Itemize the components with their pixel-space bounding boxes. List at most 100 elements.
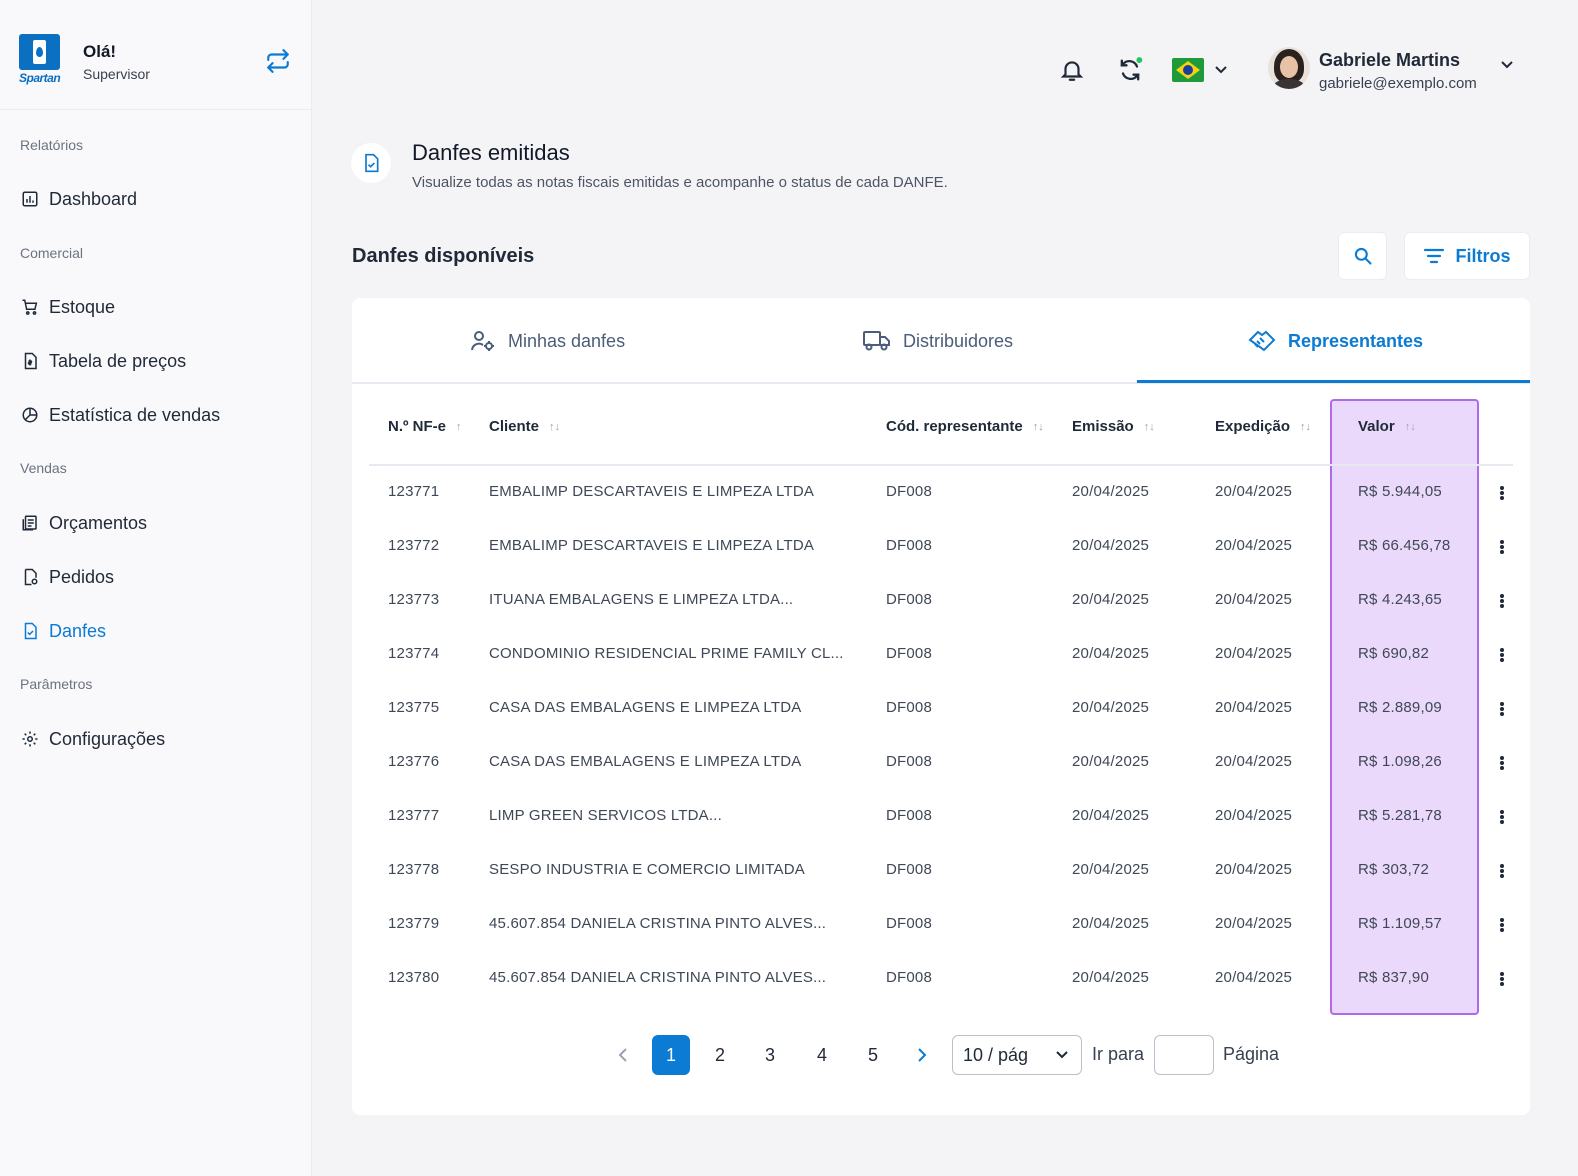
row-menu-icon[interactable]	[1495, 806, 1509, 828]
quotes-icon	[20, 513, 40, 533]
cart-icon	[20, 297, 40, 317]
cell-valor: R$ 690,82	[1358, 645, 1430, 662]
header-emissao[interactable]: Emissão ↑↓	[1072, 418, 1155, 435]
table-row[interactable]: 123779 45.607.854 DANIELA CRISTINA PINTO …	[352, 899, 1530, 953]
cell-nfe: 123777	[388, 807, 440, 824]
header-valor[interactable]: Valor ↑↓	[1358, 418, 1416, 435]
row-menu-icon[interactable]	[1495, 860, 1509, 882]
sidebar-item-dashboard[interactable]: Dashboard	[20, 184, 137, 214]
page-3-button[interactable]: 3	[764, 1044, 775, 1065]
row-menu-icon[interactable]	[1495, 482, 1509, 504]
cell-emissao: 20/04/2025	[1072, 699, 1150, 716]
goto-page-input[interactable]	[1154, 1035, 1214, 1075]
cell-emissao: 20/04/2025	[1072, 969, 1150, 986]
sync-icon[interactable]	[1116, 55, 1144, 85]
row-menu-icon[interactable]	[1495, 698, 1509, 720]
sidebar-item-orcamentos[interactable]: Orçamentos	[20, 508, 147, 538]
sidebar-item-tabela-precos[interactable]: Tabela de preços	[20, 346, 186, 376]
filters-button[interactable]: Filtros	[1404, 232, 1530, 280]
notification-bell-icon[interactable]	[1059, 56, 1085, 84]
header-cod-representante[interactable]: Cód. representante ↑↓	[886, 418, 1044, 435]
sidebar-item-label: Dashboard	[49, 188, 138, 209]
sidebar-item-label: Tabela de preços	[49, 350, 187, 371]
cell-expedicao: 20/04/2025	[1215, 483, 1293, 500]
sidebar-header: Spartan Olá! Supervisor	[0, 0, 311, 110]
cell-emissao: 20/04/2025	[1072, 915, 1150, 932]
tab-representantes[interactable]: Representantes	[1248, 298, 1423, 384]
danfe-page-icon	[351, 143, 391, 183]
sidebar-item-label: Danfes	[49, 620, 107, 641]
header-nfe[interactable]: N.º NF-e ↑	[388, 418, 462, 435]
table-row[interactable]: 123777 LIMP GREEN SERVICOS LTDA... DF008 20…	[352, 791, 1530, 845]
cell-expedicao: 20/04/2025	[1215, 537, 1293, 554]
cell-valor: R$ 5.281,78	[1358, 807, 1442, 824]
cell-expedicao: 20/04/2025	[1215, 861, 1293, 878]
sidebar-item-danfes[interactable]: Danfes	[20, 616, 106, 646]
cell-expedicao: 20/04/2025	[1215, 699, 1293, 716]
sidebar-item-estoque[interactable]: Estoque	[20, 292, 115, 322]
cell-nfe: 123775	[388, 699, 440, 716]
table-row[interactable]: 123780 45.607.854 DANIELA CRISTINA PINTO …	[352, 953, 1530, 1007]
cell-cliente: EMBALIMP DESCARTAVEIS E LIMPEZA LTDA	[489, 483, 815, 500]
page-title: Danfes emitidas	[412, 140, 570, 165]
sidebar-item-pedidos[interactable]: Pedidos	[20, 562, 114, 592]
table-row[interactable]: 123772 EMBALIMP DESCARTAVEIS E LIMPEZA LT…	[352, 521, 1530, 575]
table-row[interactable]: 123776 CASA DAS EMBALAGENS E LIMPEZA LTDA…	[352, 737, 1530, 791]
sort-icon: ↑↓	[1300, 420, 1312, 433]
cell-nfe: 123776	[388, 753, 440, 770]
price-table-icon	[20, 351, 40, 371]
page-4-button[interactable]: 4	[816, 1044, 827, 1065]
cell-cliente: LIMP GREEN SERVICOS LTDA...	[489, 807, 722, 824]
cell-emissao: 20/04/2025	[1072, 591, 1150, 608]
cell-cliente: CASA DAS EMBALAGENS E LIMPEZA LTDA	[489, 699, 802, 716]
table-row[interactable]: 123771 EMBALIMP DESCARTAVEIS E LIMPEZA LT…	[352, 467, 1530, 521]
cell-cliente: ITUANA EMBALAGENS E LIMPEZA LTDA...	[489, 591, 794, 608]
table-row[interactable]: 123778 SESPO INDUSTRIA E COMERCIO LIMITAD…	[352, 845, 1530, 899]
switch-profile-icon[interactable]	[265, 48, 291, 74]
sidebar-item-label: Estoque	[49, 296, 116, 317]
cell-emissao: 20/04/2025	[1072, 483, 1150, 500]
cell-valor: R$ 66.456,78	[1358, 537, 1451, 554]
page-5-button[interactable]: 5	[867, 1044, 878, 1065]
user-menu[interactable]: Gabriele Martins gabriele@exemplo.com	[1268, 46, 1528, 96]
table-row[interactable]: 123775 CASA DAS EMBALAGENS E LIMPEZA LTDA…	[352, 683, 1530, 737]
next-page-button[interactable]	[904, 1035, 940, 1075]
sidebar-item-estatistica[interactable]: Estatística de vendas	[20, 400, 220, 430]
row-menu-icon[interactable]	[1495, 644, 1509, 666]
language-selector[interactable]	[1172, 56, 1232, 84]
cell-cliente: SESPO INDUSTRIA E COMERCIO LIMITADA	[489, 861, 805, 878]
page-size-select[interactable]: 10 / pág	[952, 1035, 1082, 1075]
search-button[interactable]	[1338, 232, 1387, 280]
cell-expedicao: 20/04/2025	[1215, 591, 1293, 608]
cell-cliente: 45.607.854 DANIELA CRISTINA PINTO ALVES.…	[489, 969, 827, 986]
cell-cliente: CONDOMINIO RESIDENCIAL PRIME FAMILY CL..…	[489, 645, 844, 662]
page-1-button[interactable]: 1	[652, 1035, 690, 1075]
cell-nfe: 123774	[388, 645, 440, 662]
cell-valor: R$ 2.889,09	[1358, 699, 1442, 716]
tab-minhas-danfes[interactable]: Minhas danfes	[470, 298, 625, 384]
table-row[interactable]: 123773 ITUANA EMBALAGENS E LIMPEZA LTDA..…	[352, 575, 1530, 629]
cell-cod-representante: DF008	[886, 699, 933, 716]
header-expedicao[interactable]: Expedição ↑↓	[1215, 418, 1312, 435]
row-menu-icon[interactable]	[1495, 590, 1509, 612]
cell-nfe: 123780	[388, 969, 440, 986]
tab-distribuidores[interactable]: Distribuidores	[863, 298, 1013, 384]
sidebar-item-label: Pedidos	[49, 566, 115, 587]
active-tab-indicator	[1137, 380, 1530, 383]
page-2-button[interactable]: 2	[714, 1044, 725, 1065]
row-menu-icon[interactable]	[1495, 914, 1509, 936]
section-title: Danfes disponíveis	[352, 245, 535, 267]
chevron-right-icon	[918, 1048, 927, 1062]
danfe-icon	[20, 621, 40, 641]
cell-cod-representante: DF008	[886, 807, 933, 824]
sort-icon: ↑↓	[1404, 420, 1416, 433]
cell-nfe: 123773	[388, 591, 440, 608]
row-menu-icon[interactable]	[1495, 968, 1509, 990]
handshake-icon	[1248, 330, 1276, 352]
sidebar-item-configuracoes[interactable]: Configurações	[20, 724, 165, 754]
header-cliente[interactable]: Cliente ↑↓	[489, 418, 561, 435]
prev-page-button[interactable]	[605, 1035, 641, 1075]
row-menu-icon[interactable]	[1495, 536, 1509, 558]
table-row[interactable]: 123774 CONDOMINIO RESIDENCIAL PRIME FAMIL…	[352, 629, 1530, 683]
row-menu-icon[interactable]	[1495, 752, 1509, 774]
